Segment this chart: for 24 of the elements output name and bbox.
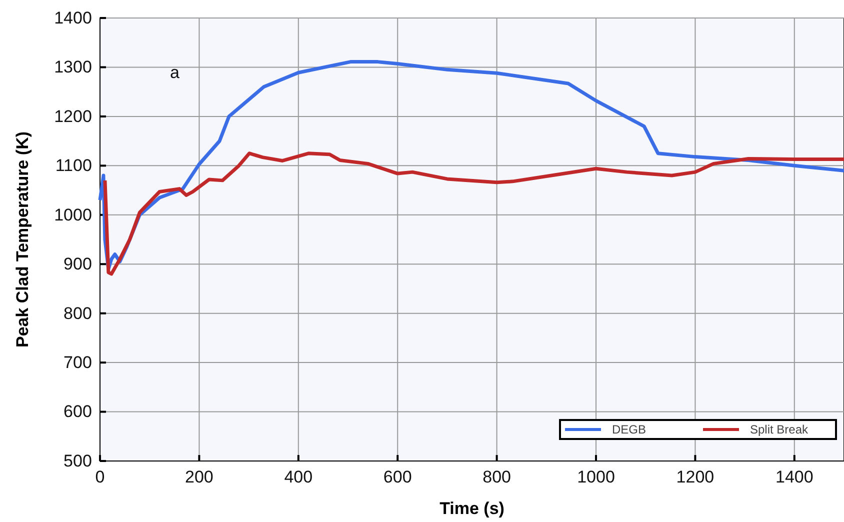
y-tick-label: 1400 bbox=[54, 8, 92, 28]
annotation: a bbox=[170, 63, 180, 82]
y-tick-label: 1100 bbox=[55, 156, 92, 176]
x-tick-label: 800 bbox=[482, 468, 511, 487]
y-tick-label: 1000 bbox=[54, 205, 92, 224]
x-tick-label: 600 bbox=[383, 468, 412, 487]
x-tick-label: 1200 bbox=[676, 468, 714, 487]
y-tick-label: 700 bbox=[64, 352, 92, 372]
legend-label: DEGB bbox=[612, 422, 646, 436]
y-tick-label: 1200 bbox=[54, 106, 92, 126]
x-axis-title: Time (s) bbox=[440, 499, 504, 518]
x-tick-label: 0 bbox=[95, 468, 105, 487]
x-tick-label: 400 bbox=[284, 468, 313, 487]
legend-label: Split Break bbox=[750, 422, 810, 436]
x-tick-label: 200 bbox=[185, 468, 214, 487]
y-tick-label: 800 bbox=[64, 304, 92, 323]
line-series bbox=[103, 152, 844, 276]
y-tick-label: 600 bbox=[64, 402, 92, 422]
y-tick-label: 500 bbox=[64, 451, 92, 470]
y-axis-title: Peak Clad Temperature (K) bbox=[13, 131, 32, 348]
y-tick-label: 1300 bbox=[54, 58, 92, 77]
x-tick-label: 1400 bbox=[775, 468, 814, 487]
x-tick-label: 1000 bbox=[577, 468, 615, 487]
y-tick-label: 900 bbox=[64, 254, 92, 274]
